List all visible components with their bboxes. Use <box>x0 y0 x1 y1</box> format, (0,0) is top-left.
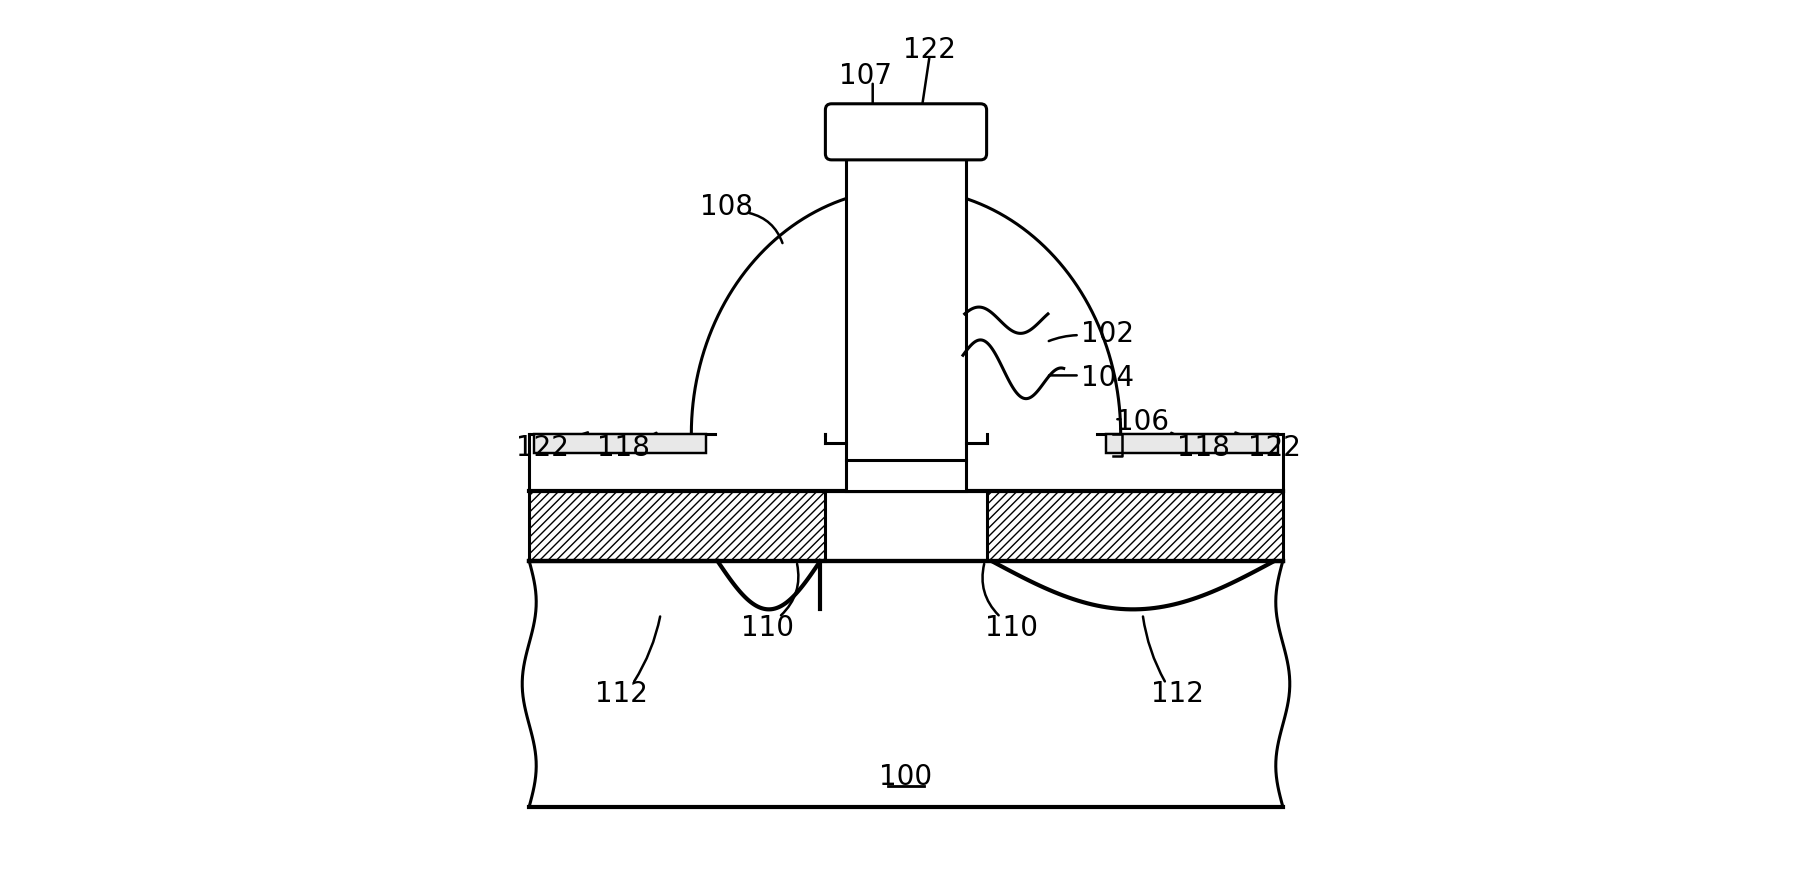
Text: 110: 110 <box>984 613 1038 641</box>
Text: 118: 118 <box>1178 434 1230 462</box>
Text: 100: 100 <box>879 762 933 790</box>
FancyBboxPatch shape <box>826 104 986 161</box>
Text: 104: 104 <box>1082 363 1134 392</box>
Bar <box>1105 435 1279 454</box>
Text: 112: 112 <box>1151 679 1203 707</box>
Text: 112: 112 <box>594 679 647 707</box>
Text: 118: 118 <box>598 434 651 462</box>
Text: 122: 122 <box>516 434 569 462</box>
Bar <box>533 435 707 454</box>
Text: 110: 110 <box>741 613 794 641</box>
Text: 122: 122 <box>1248 434 1301 462</box>
Text: 102: 102 <box>1082 320 1134 348</box>
Bar <box>529 492 824 562</box>
Bar <box>846 155 966 492</box>
Bar <box>988 492 1283 562</box>
Text: 108: 108 <box>699 193 752 221</box>
Text: 107: 107 <box>839 61 892 90</box>
Text: 122: 122 <box>902 35 957 63</box>
Text: 106: 106 <box>1116 407 1169 435</box>
